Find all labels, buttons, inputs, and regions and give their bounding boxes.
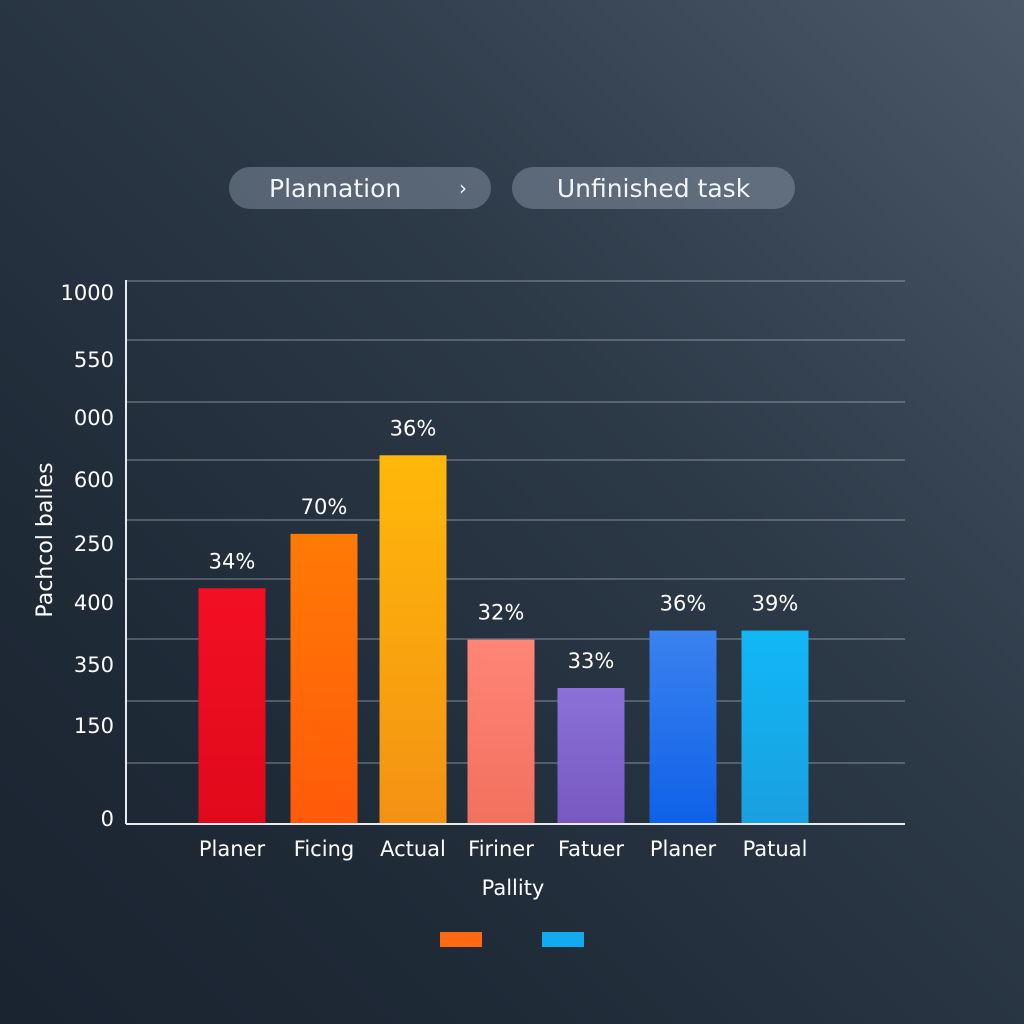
- bar-planer: [198, 588, 266, 824]
- x-tick-label: Fatuer: [558, 837, 624, 861]
- x-tick-label: Ficing: [294, 837, 354, 861]
- unfinished-task-pill[interactable]: Unfinished task: [512, 167, 795, 209]
- x-tick-label: Planer: [199, 837, 266, 861]
- bar-ficing: [290, 533, 358, 824]
- x-tick-label: Planer: [650, 837, 717, 861]
- y-tick-label: 1000: [61, 281, 114, 305]
- data-label: 33%: [568, 649, 615, 673]
- y-tick-label: 600: [74, 468, 114, 492]
- x-tick-label: Actual: [380, 837, 446, 861]
- y-tick-label: 150: [74, 714, 114, 738]
- bar-fatuer: [557, 688, 625, 824]
- unfinished-task-label: Unfinished task: [556, 173, 751, 203]
- bar-actual: [379, 455, 447, 824]
- data-label: 32%: [478, 601, 525, 625]
- plannation-label: Plannation: [269, 173, 402, 203]
- y-tick-label: 350: [74, 653, 114, 677]
- y-axis-label: Pachcol balies: [33, 462, 58, 617]
- data-label: 36%: [390, 416, 437, 440]
- y-tick-label: 400: [74, 591, 114, 615]
- chevron-right-icon: ›: [459, 176, 467, 200]
- x-axis-label: Pallity: [482, 876, 545, 900]
- y-tick-label: 550: [74, 348, 114, 372]
- legend-swatch-orange: [440, 932, 482, 947]
- x-tick-label: Firiner: [468, 837, 534, 861]
- x-tick-label: Patual: [743, 837, 808, 861]
- y-tick-label: 250: [74, 532, 114, 556]
- y-tick-label: 0: [101, 807, 114, 831]
- y-tick-label: 000: [74, 406, 114, 430]
- bar-patual: [741, 630, 809, 824]
- data-label: 36%: [660, 592, 707, 616]
- data-label: 39%: [752, 592, 799, 616]
- data-label: 70%: [301, 495, 348, 519]
- data-label: 34%: [209, 549, 256, 573]
- bar-firiner: [467, 639, 535, 824]
- legend-swatch-blue: [542, 932, 584, 947]
- plannation-pill[interactable]: Plannation ›: [229, 167, 491, 209]
- bar-planer: [649, 630, 717, 824]
